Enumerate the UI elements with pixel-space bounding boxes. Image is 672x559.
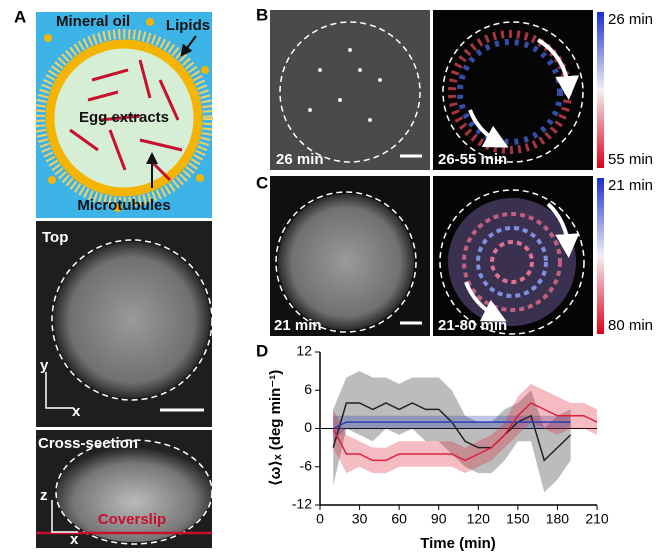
y-tick-label: 12 xyxy=(296,343,312,359)
panel-label: D xyxy=(256,341,268,360)
colorbar-bottom-label: 80 min xyxy=(608,317,653,334)
y-axis-title: ⟨ω⟩ₓ (deg min⁻¹) xyxy=(267,370,284,486)
axis-z-label: z xyxy=(40,487,48,504)
x-tick-label: 150 xyxy=(506,511,530,527)
x-tick-label: 60 xyxy=(391,511,407,527)
y-tick-label: 0 xyxy=(304,419,312,435)
time-label: 26-55 min xyxy=(438,151,507,168)
image-b-left xyxy=(270,10,430,170)
droplet-image xyxy=(278,194,414,330)
y-tick-label: 6 xyxy=(304,381,312,397)
axis-x-label: x xyxy=(70,531,79,548)
panel-label: B xyxy=(256,5,268,24)
y-tick-label: -6 xyxy=(300,457,313,473)
microtubules-label: Microtubules xyxy=(77,197,170,214)
coverslip-label: Coverslip xyxy=(98,511,166,528)
top-label: Top xyxy=(42,229,68,246)
panel-label: A xyxy=(14,7,26,26)
time-label: 21 min xyxy=(274,317,322,334)
x-tick-label: 120 xyxy=(467,511,491,527)
colorbar xyxy=(597,178,604,334)
panel-label: C xyxy=(256,173,268,192)
time-label: 21-80 min xyxy=(438,317,507,334)
x-tick-label: 180 xyxy=(546,511,570,527)
droplet-image xyxy=(54,242,210,398)
chart-d: D Time (min) ⟨ω⟩ₓ (deg min⁻¹) -12-606120… xyxy=(256,341,609,551)
axis-x-label: x xyxy=(72,403,81,420)
x-tick-label: 90 xyxy=(431,511,447,527)
x-axis-title: Time (min) xyxy=(420,535,496,552)
x-tick-label: 210 xyxy=(585,511,609,527)
colorbar xyxy=(597,12,604,168)
colorbar-top-label: 26 min xyxy=(608,11,653,28)
y-tick-label: -12 xyxy=(292,496,312,512)
x-tick-label: 0 xyxy=(316,511,324,527)
figure: A Mineral oil Lipids Egg extracts Microt… xyxy=(0,0,672,559)
colorbar-bottom-label: 55 min xyxy=(608,151,653,168)
lipids-label: Lipids xyxy=(166,17,210,34)
colorbar-top-label: 21 min xyxy=(608,177,653,194)
mineral-oil-label: Mineral oil xyxy=(56,13,130,30)
axis-y-label: y xyxy=(40,357,49,374)
egg-extracts-label: Egg extracts xyxy=(79,109,169,126)
time-label: 26 min xyxy=(276,151,324,168)
x-tick-label: 30 xyxy=(352,511,368,527)
cross-section-label: Cross-section xyxy=(38,435,138,452)
